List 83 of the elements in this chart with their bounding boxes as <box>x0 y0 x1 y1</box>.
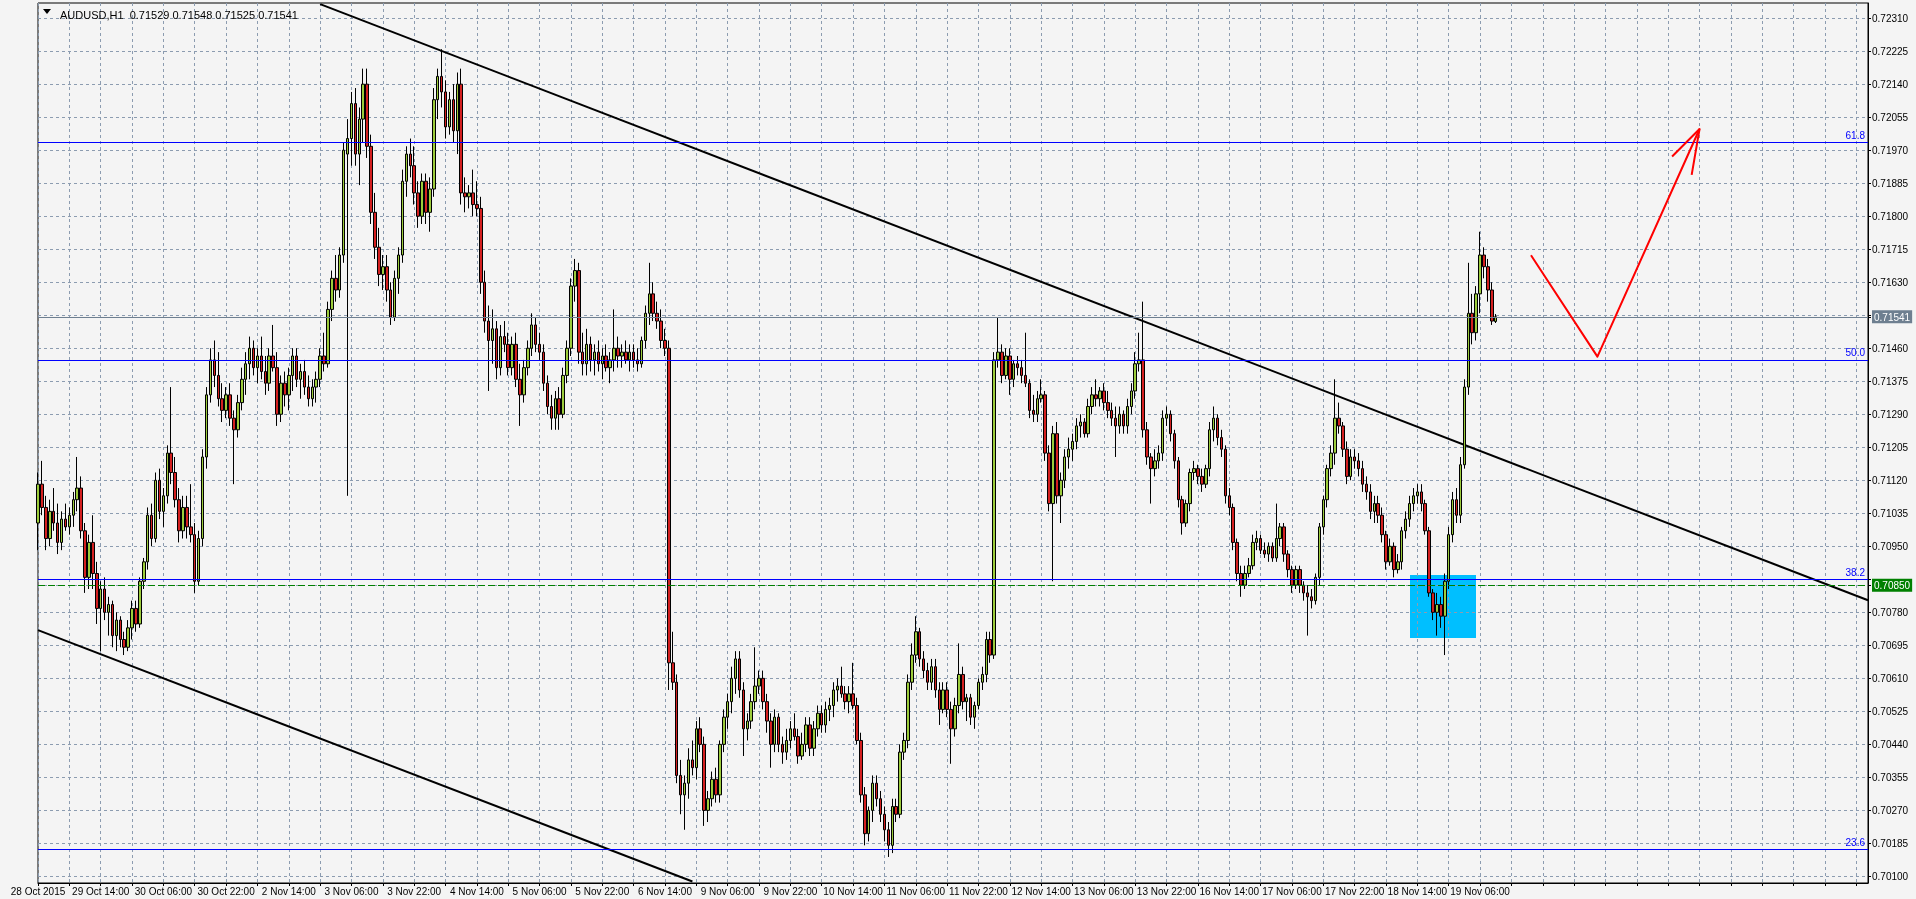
y-tick-label: 0.70355 <box>1872 771 1909 783</box>
x-tick-label: 29 Oct 14:00 <box>72 885 130 897</box>
annotation: 38.2 <box>1845 567 1866 579</box>
x-tick-label: 16 Nov 14:00 <box>1199 885 1260 897</box>
candlestick <box>1051 425 1055 582</box>
candlestick <box>1200 468 1204 493</box>
candlestick <box>420 172 424 225</box>
y-tick-label: 0.71630 <box>1872 276 1909 288</box>
candlestick <box>628 343 631 373</box>
x-tick-label: 10 Nov 14:00 <box>823 885 884 897</box>
candlestick <box>1008 347 1012 396</box>
y-tick-label: 0.70780 <box>1872 606 1909 618</box>
y-tick-label: 0.70695 <box>1872 639 1909 651</box>
y-tick-label: 0.70270 <box>1872 804 1909 816</box>
candlestick <box>824 701 827 734</box>
candlestick <box>1294 565 1298 590</box>
x-tick-label: 3 Nov 06:00 <box>324 885 379 897</box>
x-tick-label: 11 Nov 22:00 <box>949 885 1009 897</box>
y-tick-label: 0.70100 <box>1872 870 1909 882</box>
x-tick-label: 12 Nov 14:00 <box>1011 885 1072 897</box>
candlestick <box>499 324 502 376</box>
y-tick-label: 0.71970 <box>1872 144 1909 156</box>
y-tick-label: 0.70440 <box>1872 738 1909 750</box>
x-tick-label: 11 Nov 06:00 <box>886 885 946 897</box>
y-tick-label: 0.71460 <box>1872 342 1909 354</box>
x-tick-label: 3 Nov 22:00 <box>387 885 442 897</box>
y-tick-label: 0.71290 <box>1872 408 1909 420</box>
x-tick-label: 5 Nov 22:00 <box>575 885 630 897</box>
candlestick <box>1275 503 1278 563</box>
candlestick <box>632 343 635 369</box>
candlestick <box>585 328 588 376</box>
x-tick-label: 28 Oct 2015 <box>10 885 66 897</box>
x-tick-label: 18 Nov 14:00 <box>1387 885 1448 897</box>
y-tick-label: 0.70850 <box>1874 580 1911 592</box>
x-tick-label: 9 Nov 22:00 <box>763 885 818 897</box>
candlestick <box>111 600 114 648</box>
x-tick-label: 13 Nov 06:00 <box>1074 885 1135 897</box>
candlestick <box>820 705 823 734</box>
annotation: 50.0 <box>1845 347 1866 359</box>
candlestick <box>695 720 698 780</box>
y-tick-label: 0.71120 <box>1872 474 1908 486</box>
y-tick-label: 0.70610 <box>1872 672 1909 684</box>
y-tick-label: 0.71205 <box>1872 441 1909 453</box>
x-tick-label: 6 Nov 14:00 <box>638 885 693 897</box>
y-tick-label: 0.71800 <box>1872 210 1909 222</box>
x-tick-label: 17 Nov 06:00 <box>1262 885 1323 897</box>
y-tick-label: 0.71715 <box>1872 243 1909 255</box>
x-tick-label: 30 Oct 22:00 <box>197 885 256 897</box>
y-tick-label: 0.72225 <box>1872 45 1909 57</box>
y-tick-label: 0.70525 <box>1872 705 1909 717</box>
candlestick <box>471 169 475 217</box>
y-tick-label: 0.71541 <box>1874 311 1911 323</box>
y-tick-label: 0.70950 <box>1872 540 1909 552</box>
candlestick <box>1267 541 1270 563</box>
candlestick <box>891 798 894 854</box>
y-tick-label: 0.70185 <box>1872 837 1909 849</box>
y-tick-label: 0.71375 <box>1872 375 1909 387</box>
x-tick-label: 30 Oct 06:00 <box>134 885 193 897</box>
candlestick <box>1114 406 1117 458</box>
y-tick-label: 0.72310 <box>1872 12 1909 24</box>
candlestick <box>154 472 157 543</box>
x-tick-label: 4 Nov 14:00 <box>449 885 505 897</box>
candlestick <box>1392 541 1396 578</box>
candlestick <box>1306 584 1309 637</box>
x-tick-label: 17 Nov 22:00 <box>1324 885 1385 897</box>
y-tick-label: 0.71035 <box>1872 507 1909 519</box>
y-tick-label: 0.72055 <box>1872 111 1909 123</box>
y-tick-label: 0.72140 <box>1872 78 1909 90</box>
annotation: 23.6 <box>1845 836 1866 848</box>
x-tick-label: 13 Nov 22:00 <box>1136 885 1197 897</box>
text: AUDUSD,H1 0.71529 0.71548 0.71525 0.71541 <box>60 8 298 21</box>
annotation: 61.8 <box>1845 129 1866 141</box>
candlestick <box>1435 592 1439 637</box>
candlestick <box>969 693 972 726</box>
candlestick <box>832 681 835 718</box>
candlestick <box>554 390 557 431</box>
y-tick-label: 0.71885 <box>1872 177 1909 189</box>
x-tick-label: 5 Nov 06:00 <box>512 885 567 897</box>
candlestick <box>1259 534 1262 555</box>
x-tick-label: 19 Nov 06:00 <box>1450 885 1511 897</box>
candlestick <box>808 716 812 757</box>
x-tick-label: 2 Nov 14:00 <box>261 885 317 897</box>
x-tick-label: 9 Nov 06:00 <box>700 885 756 897</box>
